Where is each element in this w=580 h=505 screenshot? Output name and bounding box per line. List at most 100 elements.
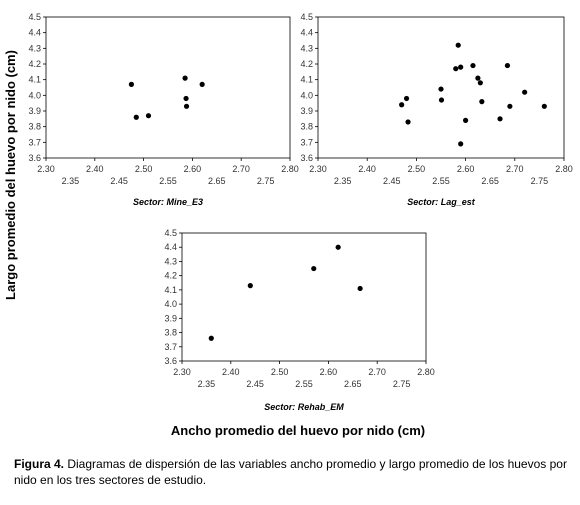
panel-2-y-tick-label: 3.7 (300, 137, 313, 147)
panel-2-data-point (507, 103, 513, 109)
panel-2-x-tick-label-bottom: 2.35 (334, 176, 352, 186)
panel-1-y-tick-label: 4.3 (28, 43, 41, 53)
panel-2-y-tick-label: 3.8 (300, 122, 313, 132)
panel-1-data-point (183, 95, 189, 102)
panel-3-x-tick-label-bottom: 2.65 (344, 379, 362, 389)
panel-3-y-tick-label: 4.1 (164, 285, 177, 295)
panel-3-y-tick-label: 4.4 (164, 242, 177, 252)
panel-1-y-tick-label: 4.4 (28, 28, 41, 38)
panel-2-data-point (475, 75, 481, 81)
panel-1-frame (45, 16, 291, 159)
panel-3-data-point (247, 283, 253, 289)
panel-3-sector-label: Sector: Rehab_EM (264, 402, 344, 412)
panel-1-data-point (128, 81, 134, 87)
panel-1-y-tick-label: 3.8 (28, 122, 41, 132)
panel-2-x-tick-label-bottom: 2.55 (432, 176, 450, 186)
panel-1-data-point (183, 103, 190, 109)
panel-3-data-point (208, 335, 214, 341)
panel-2-y-tick-label: 3.9 (300, 106, 313, 116)
panel-2-data-point (438, 97, 445, 103)
panel-1-sector-label: Sector: Mine_E3 (133, 197, 203, 207)
y-axis-title: Largo promedio del huevo por nido (cm) (3, 50, 18, 300)
panel-2-x-tick-label-top: 2.30 (309, 164, 327, 174)
panel-3-x-tick-label-top: 2.40 (222, 367, 240, 377)
panel-1-x-tick-label-bottom: 2.65 (208, 176, 226, 186)
panel-2-x-tick-label-top: 2.50 (408, 164, 426, 174)
panel-2-data-point (405, 119, 411, 125)
panel-3-data-point (357, 285, 363, 292)
panel-1-y-tick-label: 3.6 (28, 153, 41, 163)
panel-1-x-tick-label-top: 2.70 (232, 164, 250, 174)
panel-2-data-point (497, 116, 503, 122)
panel-2-data-point (541, 103, 547, 109)
panel-2-data-point (504, 62, 511, 69)
panel-2-y-tick-label: 4.3 (300, 43, 313, 53)
panel-1-y-tick-label: 3.9 (28, 106, 41, 116)
panel-1-y-tick-label: 3.7 (28, 137, 41, 147)
panel-2-data-point (522, 89, 528, 95)
panel-1-y-tick-label: 4.2 (28, 59, 41, 69)
panel-2-data-point (463, 117, 469, 123)
panel-2-x-tick-label-top: 2.60 (457, 164, 475, 174)
panel-2-x-tick-label-bottom: 2.65 (481, 176, 499, 186)
panel-1-x-tick-label-bottom: 2.55 (159, 176, 177, 186)
panel-2-data-point (458, 141, 464, 147)
panel-3-y-tick-label: 3.7 (164, 342, 177, 352)
panel-1-x-tick-label-top: 2.80 (281, 164, 299, 174)
panel-3-frame (181, 232, 427, 362)
panel-2-x-tick-label-bottom: 2.45 (383, 176, 401, 186)
panel-3-y-tick-label: 3.9 (164, 313, 177, 323)
panel-1-x-tick-label-bottom: 2.45 (110, 176, 128, 186)
panel-3-data-point (311, 265, 317, 272)
panel-2-data-point (455, 42, 461, 48)
panel-3-y-tick-label: 4.2 (164, 271, 177, 281)
panel-1-x-tick-label-bottom: 2.75 (257, 176, 275, 186)
panel-2-data-point (438, 86, 444, 92)
panel-2-frame (317, 16, 565, 159)
panel-2-x-tick-label-bottom: 2.75 (531, 176, 549, 186)
panel-3-x-tick-label-top: 2.80 (417, 367, 435, 377)
panel-3-data-point (335, 244, 341, 250)
panel-1-x-tick-label-top: 2.50 (135, 164, 153, 174)
panel-2-x-tick-label-top: 2.70 (506, 164, 524, 174)
panel-3-x-tick-label-top: 2.70 (368, 367, 386, 377)
panel-2-data-point (477, 80, 483, 86)
panel-2-data-point (403, 95, 410, 102)
panel-1-y-tick-label: 4.0 (28, 90, 41, 100)
panel-3-y-tick-label: 4.3 (164, 256, 177, 266)
panel-3-x-tick-label-top: 2.30 (173, 367, 191, 377)
figure-caption: Figura 4. Diagramas de dispersión de las… (14, 456, 570, 488)
panel-2-data-point (453, 66, 459, 72)
panel-3-x-tick-label-bottom: 2.55 (295, 379, 313, 389)
panel-2-y-tick-label: 4.5 (300, 12, 313, 22)
panel-2-data-point (399, 102, 405, 108)
panel-2-x-tick-label-top: 2.40 (358, 164, 376, 174)
panel-3-x-tick-label-bottom: 2.45 (246, 379, 264, 389)
panel-1-x-tick-label-top: 2.30 (37, 164, 55, 174)
panel-3-y-tick-label: 3.6 (164, 356, 177, 366)
panel-2-y-tick-label: 4.4 (300, 28, 313, 38)
panel-3-y-tick-label: 3.8 (164, 328, 177, 338)
panel-3-x-tick-label-bottom: 2.35 (198, 379, 216, 389)
panel-3-y-tick-label: 4.5 (164, 228, 177, 238)
panel-1-x-tick-label-top: 2.60 (184, 164, 202, 174)
panel-3-x-tick-label-bottom: 2.75 (393, 379, 411, 389)
panel-3-x-tick-label-top: 2.60 (320, 367, 338, 377)
panel-3-y-tick-label: 4.0 (164, 299, 177, 309)
panel-2-y-tick-label: 4.0 (300, 90, 313, 100)
panel-1-data-point (133, 114, 139, 120)
panel-1-data-point (145, 113, 152, 119)
caption-text: Diagramas de dispersión de las variables… (14, 457, 567, 487)
caption-label: Figura 4. (14, 457, 65, 471)
panel-1-y-tick-label: 4.1 (28, 75, 41, 85)
panel-1-y-tick-label: 4.5 (28, 12, 41, 22)
panel-2-data-point (479, 99, 485, 105)
panel-3-x-tick-label-top: 2.50 (271, 367, 289, 377)
panel-1-data-point (182, 75, 188, 81)
panel-1-x-tick-label-bottom: 2.35 (62, 176, 80, 186)
panel-1-data-point (199, 81, 205, 87)
panel-2-y-tick-label: 4.2 (300, 59, 313, 69)
panel-2-y-tick-label: 4.1 (300, 75, 313, 85)
panel-2-sector-label: Sector: Lag_est (407, 197, 476, 207)
